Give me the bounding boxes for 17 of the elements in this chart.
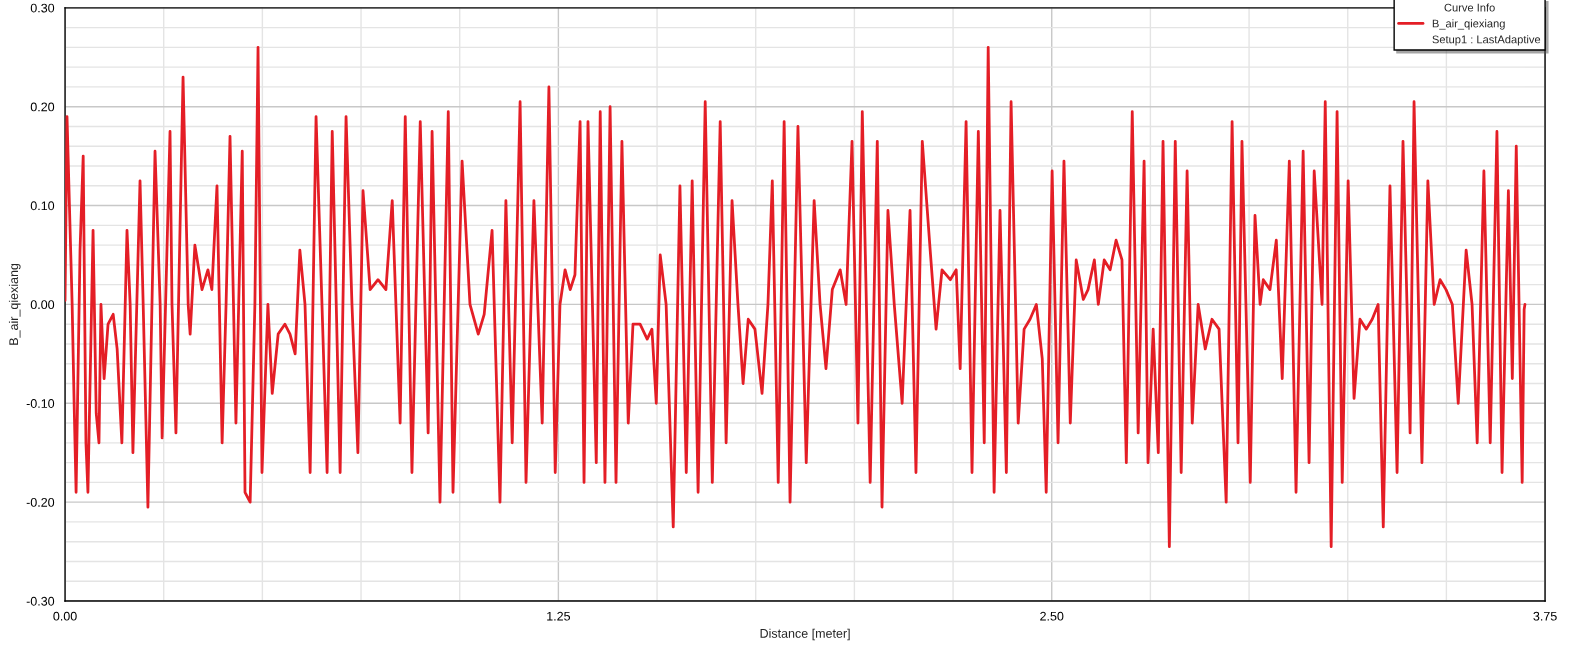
y-tick-label: 0.20	[30, 102, 55, 112]
x-axis-title: Distance [meter]	[760, 628, 850, 641]
x-tick-label: 1.25	[547, 611, 571, 621]
legend-title: Curve Info	[1444, 3, 1495, 12]
y-tick-label: 0.30	[30, 3, 55, 13]
annotation: Setup1 : LastAdaptive	[1432, 35, 1541, 46]
y-axis-title: B_air_qiexiang	[8, 263, 21, 345]
line-series	[65, 45, 1527, 549]
y-tick-label: 0.10	[30, 201, 55, 211]
y-tick-label: 0.00	[30, 300, 55, 310]
y-tick-label: -0.30	[26, 596, 55, 606]
x-tick-label: 2.50	[1040, 611, 1064, 621]
legend-label: B_air_qiexiang	[1432, 19, 1505, 30]
x-tick-label: 0.00	[53, 611, 77, 621]
x-tick-label: 3.75	[1533, 611, 1557, 621]
y-tick-label: -0.10	[26, 399, 55, 408]
y-tick-label: -0.20	[26, 497, 55, 507]
